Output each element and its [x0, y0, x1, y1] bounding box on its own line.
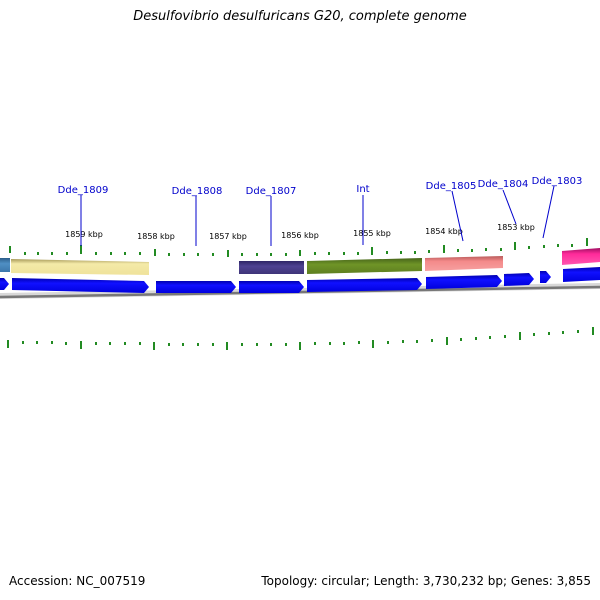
gene-label-dde-1808[interactable]: Dde_1808 — [172, 186, 223, 197]
kbp-label: 1859 kbp — [65, 230, 103, 239]
kbp-label: 1853 kbp — [497, 223, 535, 232]
kbp-labels: 1859 kbp 1858 kbp 1857 kbp 1856 kbp 1855… — [65, 223, 535, 241]
lower-tick-ring — [7, 327, 594, 350]
gene-label-dde-1804[interactable]: Dde_1804 — [478, 179, 529, 190]
label-leaders — [80, 185, 555, 246]
gene-label-dde-1809[interactable]: Dde_1809 — [58, 185, 109, 196]
gene-arrow[interactable] — [540, 271, 551, 283]
feature-int[interactable] — [307, 258, 422, 274]
gene-arrow[interactable] — [307, 278, 422, 292]
feature-dde-1807[interactable] — [239, 261, 304, 274]
map-title: Desulfovibrio desulfuricans G20, complet… — [133, 9, 467, 24]
accession-text: Accession: NC_007519 — [9, 574, 146, 588]
gene-label-dde-1807[interactable]: Dde_1807 — [246, 186, 297, 197]
kbp-label: 1856 kbp — [281, 231, 319, 240]
feature-left-edge[interactable] — [0, 258, 10, 272]
feature-dde-1803[interactable] — [562, 248, 600, 265]
topology-text: Topology: circular; Length: 3,730,232 bp… — [261, 574, 591, 588]
feature-track — [0, 248, 600, 275]
gene-label-int[interactable]: Int — [356, 184, 369, 195]
feature-dde-1805[interactable] — [425, 256, 503, 271]
gene-label-dde-1803[interactable]: Dde_1803 — [532, 176, 583, 187]
kbp-label: 1858 kbp — [137, 232, 175, 241]
gene-arrow[interactable] — [426, 275, 502, 289]
gene-arrows — [0, 267, 600, 293]
gene-arrow[interactable] — [239, 281, 304, 293]
gene-labels: Dde_1809 Dde_1808 Dde_1807 Int Dde_1805 … — [58, 176, 583, 197]
gene-arrow[interactable] — [12, 278, 149, 293]
gene-label-dde-1805[interactable]: Dde_1805 — [426, 181, 477, 192]
feature-dde-1809[interactable] — [11, 259, 149, 275]
gene-arrow[interactable] — [156, 281, 236, 293]
kbp-label: 1854 kbp — [425, 227, 463, 236]
gene-arrow[interactable] — [504, 273, 534, 286]
kbp-label: 1855 kbp — [353, 229, 391, 238]
kbp-label: 1857 kbp — [209, 232, 247, 241]
upper-tick-ring — [9, 238, 588, 257]
gene-arrow[interactable] — [0, 278, 9, 290]
gene-arrow[interactable] — [563, 267, 600, 282]
